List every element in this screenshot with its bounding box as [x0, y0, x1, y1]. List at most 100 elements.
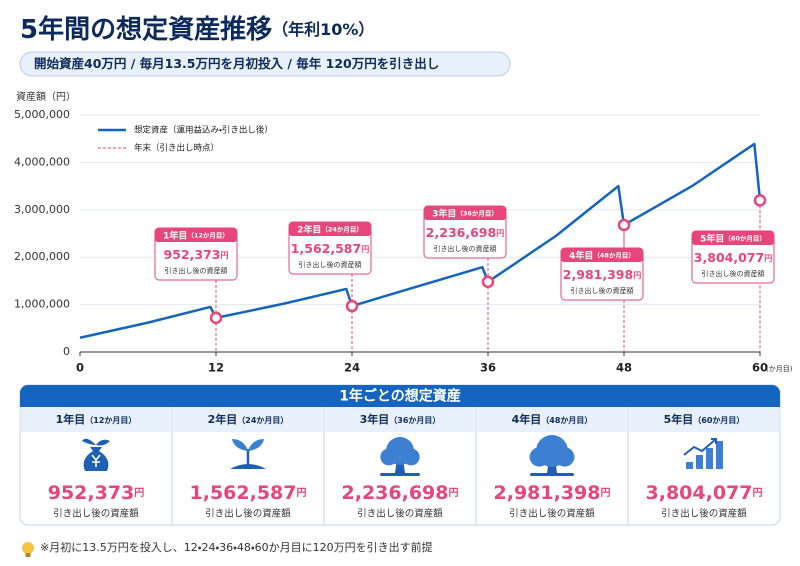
summary-title: 1年ごとの想定資産: [339, 388, 461, 405]
card-year: 5年目: [664, 412, 694, 426]
card-caption: 引き出し後の資産額: [53, 508, 139, 520]
callout-value: 952,373円: [164, 247, 229, 262]
callout-header: [424, 206, 506, 220]
icon-bar: [716, 441, 723, 469]
callout-unit: 円: [633, 271, 641, 280]
card-year: 2年目: [208, 412, 238, 426]
card-unit: 円: [134, 487, 144, 499]
icon-leaves: [232, 439, 264, 451]
bulb-base: [25, 553, 31, 557]
callout-month: （36か月目）: [456, 210, 498, 218]
callout-year: 5年目: [700, 232, 724, 244]
title-main: 5年間の想定資産推移: [20, 14, 272, 45]
card-title: 3年目（36か月目）: [360, 412, 441, 426]
callout-year: 3年目: [432, 207, 456, 219]
subtitle: 開始資産40万円 / 毎月13.5万円を月初投入 / 毎年 120万円を引き出し: [34, 56, 439, 71]
y-tick-label: 3,000,000: [14, 203, 70, 216]
year-end-marker: [345, 299, 359, 313]
bulb-icon: [22, 542, 34, 554]
year-end-marker: [209, 311, 223, 325]
card-caption: 引き出し後の資産額: [357, 508, 443, 520]
x-tick-label: 0: [76, 361, 84, 375]
subtitle-pill: [19, 51, 511, 77]
icon-crown: [380, 448, 398, 466]
card-month: （60か月目）: [693, 415, 744, 425]
card-title: 5年目（60か月目）: [664, 412, 745, 426]
icon-bar: [706, 448, 713, 469]
page-title: 5年間の想定資産推移（年利10%）: [20, 14, 374, 45]
card-month: （24か月目）: [237, 415, 288, 425]
callout-title: 4年目（48か月目）: [569, 249, 635, 261]
card-value: 2,981,398円: [494, 482, 611, 504]
card-year: 3年目: [360, 412, 390, 426]
legend-label: 年末（引き出し時点）: [134, 143, 219, 154]
callout-header: [289, 222, 371, 236]
summary-header: [20, 385, 780, 407]
card-title: 4年目（48か月目）: [512, 412, 593, 426]
callout-header: [692, 231, 774, 245]
card-month: （48か月目）: [541, 415, 592, 425]
callout-caption: 引き出し後の資産額: [299, 260, 362, 269]
icon-arrow: [683, 438, 717, 456]
card-value: 952,373円: [48, 482, 145, 504]
callout-value: 3,804,077円: [694, 250, 772, 265]
x-tick-label: 24: [344, 361, 360, 375]
card-header: [325, 407, 475, 432]
callout-title: 5年目（60か月目）: [700, 232, 766, 244]
card-caption: 引き出し後の資産額: [661, 508, 747, 520]
callout-title: 3年目（36か月目）: [432, 207, 498, 219]
icon-crown: [555, 447, 575, 467]
callout-amount: 952,373: [164, 247, 221, 262]
y-tick-label: 0: [63, 345, 70, 358]
card-value: 2,236,698円: [342, 482, 459, 504]
callout-header: [155, 228, 237, 242]
x-tick-label: 36: [480, 361, 496, 375]
callout-unit: 円: [220, 251, 228, 260]
callout-header: [561, 248, 643, 262]
x-unit: (か月目): [766, 365, 793, 373]
icon-ground: [380, 473, 420, 476]
card-title: 1年目（12か月目）: [56, 412, 137, 426]
year-end-marker: [481, 275, 495, 289]
card-header: [21, 407, 171, 432]
title-note: （年利10%）: [272, 20, 374, 39]
card-unit: 円: [752, 487, 762, 499]
y-tick-label: 1,000,000: [14, 298, 70, 311]
callout-unit: 円: [764, 254, 772, 263]
card-year: 4年目: [512, 412, 542, 426]
icon-bar: [696, 455, 703, 469]
card-unit: 円: [600, 487, 610, 499]
callout-amount: 3,804,077: [694, 250, 764, 265]
callout-month: （24か月目）: [321, 226, 363, 234]
callout-year: 1年目: [163, 229, 187, 241]
callout-amount: 1,562,587: [291, 241, 361, 256]
callout-caption: 引き出し後の資産額: [165, 266, 228, 275]
icon-leaf: [82, 438, 110, 446]
icon-crown: [529, 447, 549, 467]
card-title: 2年目（24か月目）: [208, 412, 289, 426]
card-value: 1,562,587円: [190, 482, 307, 504]
card-month: （36か月目）: [389, 415, 440, 425]
card-caption: 引き出し後の資産額: [205, 508, 291, 520]
y-axis-label: 資産額（円）: [16, 90, 76, 103]
callout-amount: 2,981,398: [563, 267, 633, 282]
callout-month: （48か月目）: [593, 252, 635, 260]
plot: 0 1,000,000 2,000,000 3,000,000 4,000,000 5,0…: [14, 108, 793, 375]
callout-unit: 円: [361, 245, 369, 254]
callout-value: 2,236,698円: [426, 225, 504, 240]
y-tick-label: 2,000,000: [14, 250, 70, 263]
icon-ground: [530, 473, 574, 476]
icon-soil: [230, 464, 266, 469]
card-amount: 2,981,398: [494, 482, 601, 504]
year-end-marker: [617, 218, 631, 232]
card-unit: 円: [296, 487, 306, 499]
icon-bar: [686, 462, 693, 469]
